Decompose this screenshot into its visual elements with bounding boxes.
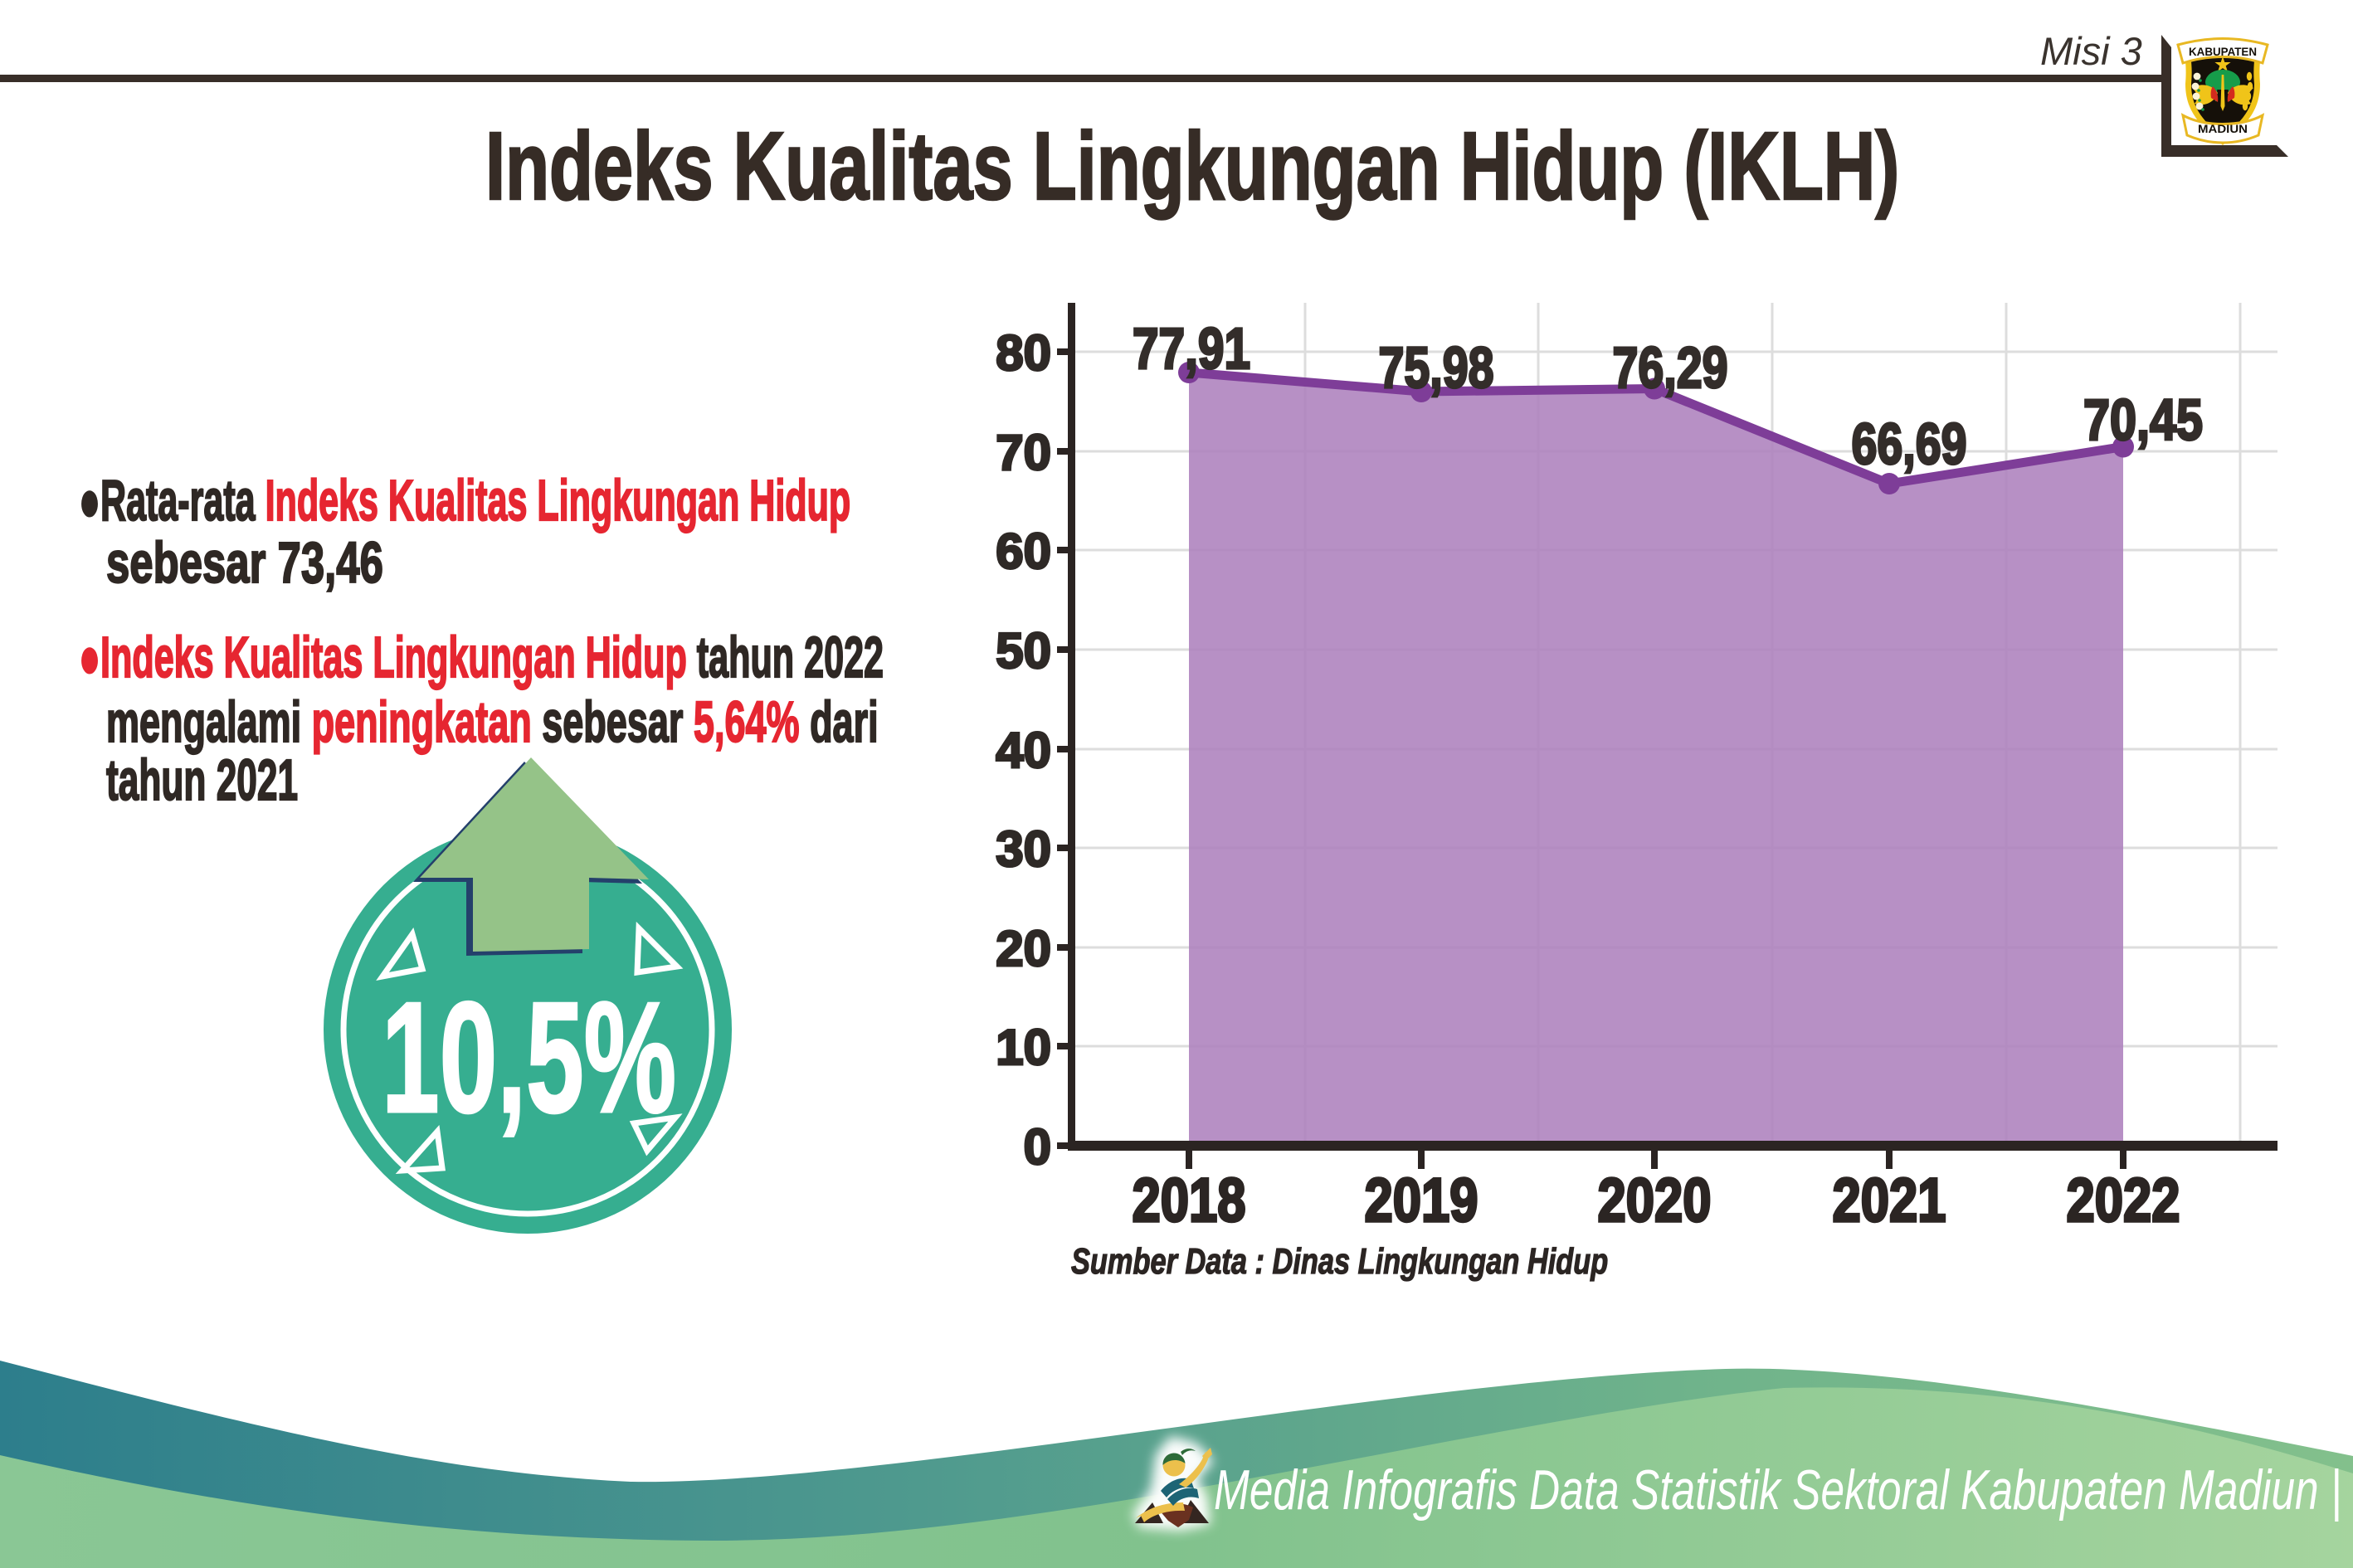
svg-text:70,45: 70,45	[2083, 387, 2203, 452]
svg-text:40: 40	[996, 723, 1051, 778]
svg-text:2020: 2020	[1598, 1166, 1712, 1234]
svg-text:60: 60	[996, 523, 1051, 579]
svg-text:75,98: 75,98	[1379, 335, 1494, 400]
svg-text:2021: 2021	[1833, 1166, 1946, 1234]
svg-text:76,29: 76,29	[1613, 335, 1728, 400]
svg-text:MADIUN: MADIUN	[2198, 122, 2248, 135]
svg-text:KABUPATEN: KABUPATEN	[2189, 45, 2257, 58]
svg-text:2019: 2019	[1365, 1166, 1479, 1234]
svg-text:77,91: 77,91	[1133, 316, 1250, 381]
svg-text:50: 50	[996, 623, 1051, 679]
svg-text:20: 20	[996, 921, 1051, 976]
svg-text:0: 0	[1024, 1119, 1051, 1175]
svg-text:2022: 2022	[2067, 1166, 2180, 1234]
svg-text:66,69: 66,69	[1852, 411, 1967, 476]
svg-text:2018: 2018	[1133, 1166, 1246, 1234]
svg-text:30: 30	[996, 821, 1051, 877]
svg-text:70: 70	[996, 425, 1051, 480]
svg-text:80: 80	[996, 325, 1051, 381]
svg-text:10: 10	[996, 1020, 1051, 1075]
